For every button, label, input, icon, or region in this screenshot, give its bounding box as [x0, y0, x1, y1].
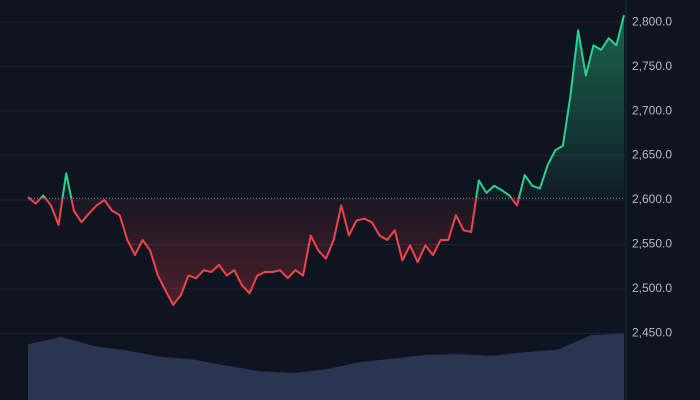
y-tick-label: 2,550.0 — [632, 237, 672, 251]
price-line — [27, 14, 625, 306]
y-tick-label: 2,750.0 — [632, 59, 672, 73]
baseline-area — [28, 15, 624, 305]
y-tick-label: 2,800.0 — [632, 14, 672, 28]
y-tick-label: 2,650.0 — [632, 148, 672, 162]
volume-area — [28, 333, 624, 400]
y-tick-label: 2,600.0 — [632, 192, 672, 206]
y-tick-label: 2,500.0 — [632, 281, 672, 295]
y-tick-label: 2,450.0 — [632, 326, 672, 340]
y-tick-label: 2,700.0 — [632, 103, 672, 117]
